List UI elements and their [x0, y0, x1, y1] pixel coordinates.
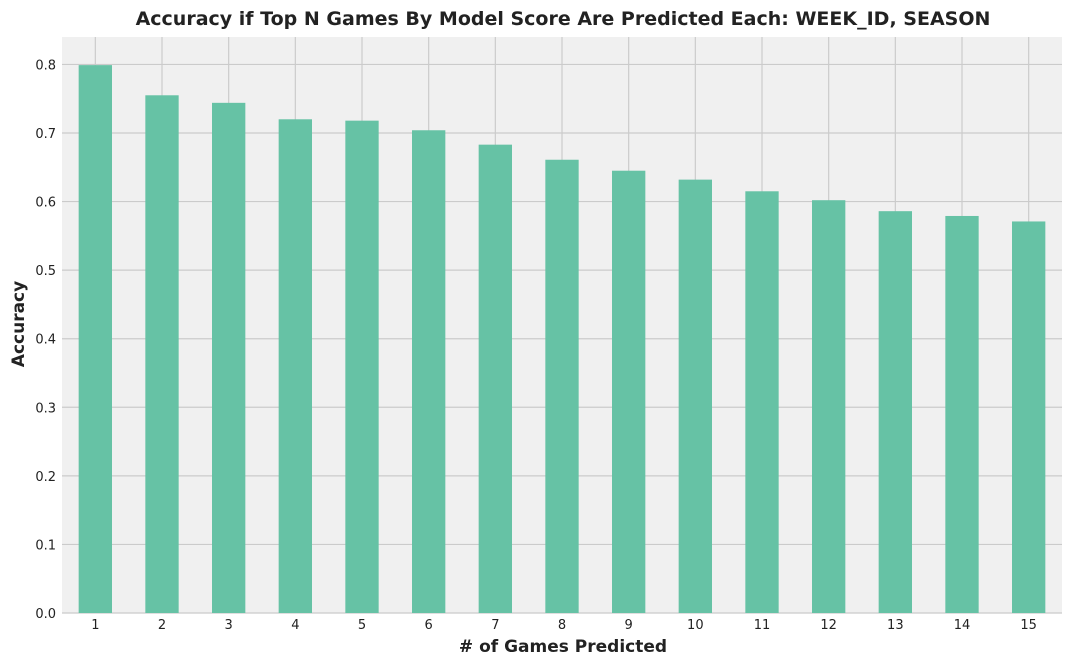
- x-tick-label: 6: [425, 618, 433, 633]
- y-tick-label: 0.3: [35, 401, 56, 416]
- bars: [78, 65, 1046, 614]
- bar-7: [478, 144, 512, 613]
- x-tick-label: 9: [625, 618, 633, 633]
- y-tick-label: 0.4: [35, 333, 56, 348]
- bar-4: [278, 119, 312, 614]
- bar-15: [1012, 221, 1046, 613]
- bar-11: [745, 191, 779, 614]
- bar-8: [545, 159, 579, 613]
- y-tick-label: 0.1: [35, 538, 56, 553]
- x-tick-label: 5: [358, 618, 366, 633]
- x-tick-label: 1: [91, 618, 99, 633]
- y-tick-label: 0.2: [35, 470, 56, 485]
- bar-5: [345, 120, 379, 614]
- y-tick-label: 0.8: [35, 58, 56, 73]
- y-axis-label: Accuracy: [9, 281, 29, 367]
- bar-1: [78, 65, 112, 614]
- bar-9: [612, 170, 646, 613]
- x-tick-label: 4: [291, 618, 299, 633]
- bar-12: [812, 200, 846, 613]
- x-axis-label: # of Games Predicted: [459, 637, 667, 657]
- x-tick-label: 2: [158, 618, 166, 633]
- bar-6: [412, 130, 446, 613]
- x-tick-label: 10: [687, 618, 704, 633]
- y-tick-label: 0.7: [35, 127, 56, 142]
- x-tick-label: 7: [491, 618, 499, 633]
- bar-2: [145, 95, 179, 614]
- x-tick-label: 3: [225, 618, 233, 633]
- y-tick-label: 0.0: [35, 607, 56, 622]
- x-tick-label: 15: [1020, 618, 1037, 633]
- bar-10: [678, 179, 712, 613]
- chart-title: Accuracy if Top N Games By Model Score A…: [136, 8, 991, 30]
- x-tick-label: 8: [558, 618, 566, 633]
- x-tick-label: 13: [887, 618, 904, 633]
- bar-13: [878, 211, 912, 613]
- x-tick-label: 11: [754, 618, 771, 633]
- bar-14: [945, 215, 979, 613]
- x-tick-label: 12: [820, 618, 837, 633]
- x-tick-labels: 1 2 3 4 5 6 7 8 9 10 11 12 13 14 15: [91, 618, 1037, 633]
- y-tick-labels: 0.0 0.1 0.2 0.3 0.4 0.5 0.6 0.7 0.8: [35, 58, 56, 622]
- x-tick-label: 14: [954, 618, 971, 633]
- y-tick-label: 0.5: [35, 264, 56, 279]
- bar-3: [212, 102, 246, 613]
- y-tick-label: 0.6: [35, 196, 56, 211]
